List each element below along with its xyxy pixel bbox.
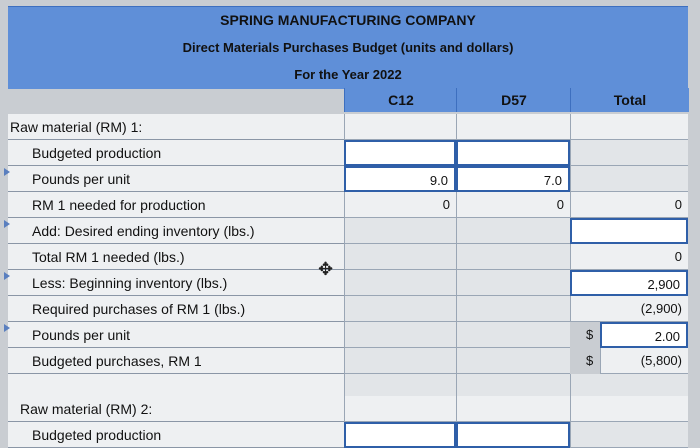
- table-cell: [456, 114, 570, 140]
- section1-title: Raw material (RM) 1:: [8, 114, 344, 140]
- total-rm1-total-needed-value: 0: [570, 244, 688, 270]
- row-label: Budgeted purchases, RM 1: [8, 348, 344, 374]
- col-header-c12: C12: [344, 88, 457, 112]
- table-cell: [344, 244, 456, 270]
- budget-period: For the Year 2022: [294, 67, 402, 82]
- table-cell: [344, 296, 456, 322]
- dollar-sign: $: [586, 353, 594, 368]
- table-cell: [344, 374, 456, 400]
- table-row: Budgeted production: [0, 140, 700, 166]
- table-cell: [456, 348, 570, 374]
- row-label: Required purchases of RM 1 (lbs.): [8, 296, 344, 322]
- row-label: Pounds per unit: [4, 166, 344, 192]
- total-rm1-needed-value: 0: [570, 192, 688, 218]
- total-price-per-pound-input[interactable]: 2.00: [600, 322, 688, 348]
- row-label: Pounds per unit: [4, 322, 344, 348]
- table-cell: [456, 396, 570, 422]
- dollar-sign: $: [586, 327, 594, 342]
- table-cell: [456, 322, 570, 348]
- section2-title: Raw material (RM) 2:: [8, 396, 344, 422]
- table-cell: [344, 322, 456, 348]
- table-row: Add: Desired ending inventory (lbs.): [0, 218, 700, 244]
- table-cell: [344, 396, 456, 422]
- row-label: Total RM 1 needed (lbs.): [8, 244, 344, 270]
- table-cell: [570, 114, 688, 140]
- table-cell: [570, 422, 688, 448]
- table-cell: [570, 396, 688, 422]
- row-label: Add: Desired ending inventory (lbs.): [4, 218, 344, 244]
- row-label: Budgeted production: [8, 422, 344, 448]
- total-budgeted-purchases-value: (5,800): [600, 348, 688, 374]
- total-beginning-inventory-input[interactable]: 2,900: [570, 270, 688, 296]
- company-name: SPRING MANUFACTURING COMPANY: [220, 12, 476, 28]
- total-desired-ending-inventory-input[interactable]: [570, 218, 688, 244]
- table-row: Budgeted purchases, RM 1 $ (5,800): [0, 348, 700, 374]
- row-label: Less: Beginning inventory (lbs.): [4, 270, 344, 296]
- col-header-total: Total: [570, 88, 689, 112]
- move-cursor-icon: ✥: [318, 259, 334, 279]
- table-row: Required purchases of RM 1 (lbs.) (2,900…: [0, 296, 700, 322]
- total-required-purchases-value: (2,900): [570, 296, 688, 322]
- d57-budgeted-production-input[interactable]: [456, 140, 570, 166]
- c12-budgeted-production-input[interactable]: [344, 140, 456, 166]
- table-cell: [570, 140, 688, 166]
- table-cell: [456, 296, 570, 322]
- table-row: Pounds per unit $ 2.00: [0, 322, 700, 348]
- row-label: Budgeted production: [8, 140, 344, 166]
- table-cell: [456, 270, 570, 296]
- table-cell: [344, 270, 456, 296]
- table-row: Raw material (RM) 1:: [0, 114, 700, 140]
- c12-pounds-per-unit-input[interactable]: 9.0: [344, 166, 456, 192]
- table-cell: [344, 218, 456, 244]
- table-cell: [344, 348, 456, 374]
- budget-header: SPRING MANUFACTURING COMPANY Direct Mate…: [8, 6, 688, 89]
- d57-rm2-budgeted-production-input[interactable]: [456, 422, 570, 448]
- budget-title: Direct Materials Purchases Budget (units…: [182, 40, 514, 55]
- table-row: Budgeted production: [0, 422, 700, 448]
- table-cell: [456, 218, 570, 244]
- table-cell: [456, 244, 570, 270]
- table-cell: [570, 166, 688, 192]
- c12-rm1-needed-value: 0: [344, 192, 456, 218]
- c12-rm2-budgeted-production-input[interactable]: [344, 422, 456, 448]
- table-row: Total RM 1 needed (lbs.) 0: [0, 244, 700, 270]
- table-cell: [344, 114, 456, 140]
- table-row: RM 1 needed for production 0 0 0: [0, 192, 700, 218]
- col-header-d57: D57: [456, 88, 571, 112]
- d57-pounds-per-unit-input[interactable]: 7.0: [456, 166, 570, 192]
- table-row: Less: Beginning inventory (lbs.) 2,900: [0, 270, 700, 296]
- table-row: Pounds per unit 9.0 7.0: [0, 166, 700, 192]
- d57-rm1-needed-value: 0: [456, 192, 570, 218]
- row-label: RM 1 needed for production: [8, 192, 344, 218]
- table-row: Raw material (RM) 2:: [0, 396, 700, 422]
